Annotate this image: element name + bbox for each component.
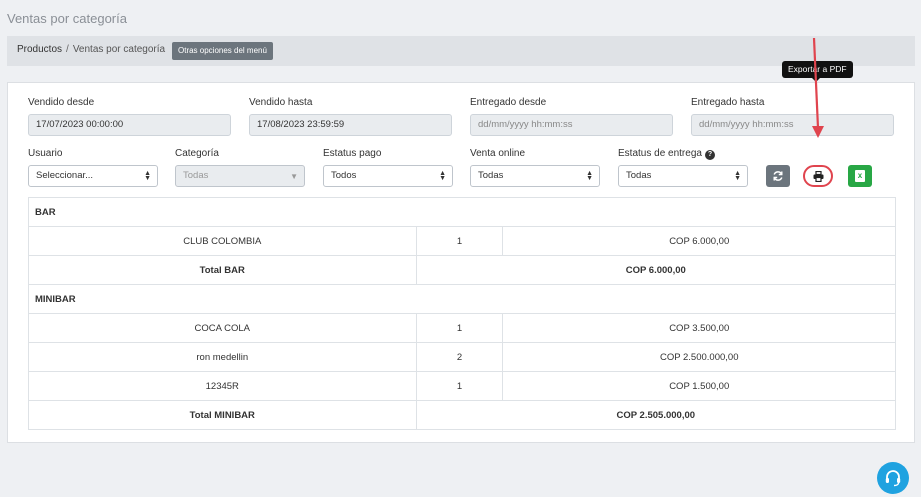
online-sale-select[interactable]: Todas ▲ ▼ bbox=[470, 165, 600, 187]
product-cell: 12345R bbox=[28, 371, 417, 401]
select-caret-icon: ▲ ▼ bbox=[586, 170, 593, 182]
sold-to-label: Vendido hasta bbox=[249, 97, 313, 108]
table-row: CLUB COLOMBIA 1 COP 6.000,00 bbox=[28, 226, 896, 256]
refresh-icon bbox=[773, 171, 783, 181]
user-select[interactable]: Seleccionar... ▲ ▼ bbox=[28, 165, 158, 187]
breadcrumb-separator: / bbox=[66, 44, 69, 55]
group-name: MINIBAR bbox=[28, 284, 896, 314]
group-name: BAR bbox=[28, 197, 896, 227]
quantity-cell: 1 bbox=[415, 226, 504, 256]
delivered-from-label: Entregado desde bbox=[470, 97, 547, 108]
headset-icon bbox=[885, 470, 901, 487]
group-row: MINIBAR bbox=[28, 284, 896, 314]
page-title: Ventas por categoría bbox=[7, 11, 127, 26]
other-options-menu-button[interactable]: Otras opciones del menú bbox=[172, 42, 273, 60]
product-cell: COCA COLA bbox=[28, 313, 417, 343]
payment-status-label: Estatus pago bbox=[323, 148, 382, 159]
user-label: Usuario bbox=[28, 148, 63, 159]
breadcrumb-bar: Productos / Ventas por categoría Otras opc… bbox=[7, 36, 915, 66]
print-icon bbox=[813, 171, 824, 182]
quantity-cell: 1 bbox=[415, 313, 504, 343]
quantity-cell: 2 bbox=[415, 342, 504, 372]
payment-status-select-value: Todos bbox=[331, 170, 357, 181]
delivered-to-label: Entregado hasta bbox=[691, 97, 765, 108]
sold-to-input[interactable]: 17/08/2023 23:59:59 bbox=[249, 114, 452, 136]
category-select: Todas ▼ bbox=[175, 165, 305, 187]
breadcrumb: Productos / Ventas por categoría bbox=[17, 44, 165, 55]
total-amount: COP 6.000,00 bbox=[415, 255, 897, 285]
delivery-status-label: Estatus de entrega bbox=[618, 148, 702, 159]
table-row: ron medellin 2 COP 2.500.000,00 bbox=[28, 342, 896, 372]
select-caret-icon: ▲ ▼ bbox=[144, 170, 151, 182]
export-excel-button[interactable]: x bbox=[848, 165, 872, 187]
sold-from-label: Vendido desde bbox=[28, 97, 95, 108]
payment-status-select[interactable]: Todos ▲ ▼ bbox=[323, 165, 453, 187]
table-row: 12345R 1 COP 1.500,00 bbox=[28, 371, 896, 401]
select-caret-icon: ▲ ▼ bbox=[734, 170, 741, 182]
delivery-status-select-value: Todas bbox=[626, 170, 652, 181]
total-row: Total MINIBAR COP 2.505.000,00 bbox=[28, 400, 897, 430]
product-cell: CLUB COLOMBIA bbox=[28, 226, 417, 256]
user-select-value: Seleccionar... bbox=[36, 170, 94, 181]
export-pdf-button[interactable] bbox=[803, 165, 833, 187]
export-pdf-tooltip: Exportar a PDF bbox=[782, 61, 853, 82]
category-label: Categoría bbox=[175, 148, 219, 159]
amount-cell: COP 1.500,00 bbox=[502, 371, 896, 401]
online-sale-label: Venta online bbox=[470, 148, 526, 159]
report-table: BAR CLUB COLOMBIA 1 COP 6.000,00 Total B… bbox=[28, 197, 897, 430]
report-panel: Vendido desde Vendido hasta Entregado de… bbox=[7, 82, 915, 443]
select-caret-icon: ▲ ▼ bbox=[439, 170, 446, 182]
product-cell: ron medellin bbox=[28, 342, 417, 372]
total-row: Total BAR COP 6.000,00 bbox=[28, 255, 897, 285]
amount-cell: COP 2.500.000,00 bbox=[502, 342, 896, 372]
amount-cell: COP 3.500,00 bbox=[502, 313, 896, 343]
breadcrumb-current: Ventas por categoría bbox=[72, 44, 166, 55]
sold-from-input[interactable]: 17/07/2023 00:00:00 bbox=[28, 114, 231, 136]
refresh-button[interactable] bbox=[766, 165, 790, 187]
total-label: Total MINIBAR bbox=[28, 400, 417, 430]
table-row: COCA COLA 1 COP 3.500,00 bbox=[28, 313, 896, 343]
delivered-from-input[interactable]: dd/mm/yyyy hh:mm:ss bbox=[470, 114, 673, 136]
excel-icon: x bbox=[855, 170, 865, 182]
total-label: Total BAR bbox=[28, 255, 417, 285]
category-select-value: Todas bbox=[183, 170, 209, 181]
delivery-status-select[interactable]: Todas ▲ ▼ bbox=[618, 165, 748, 187]
total-amount: COP 2.505.000,00 bbox=[415, 400, 897, 430]
group-row: BAR bbox=[28, 197, 896, 227]
online-sale-select-value: Todas bbox=[478, 170, 504, 181]
dropdown-caret-icon: ▼ bbox=[290, 172, 298, 181]
breadcrumb-item-productos[interactable]: Productos bbox=[17, 44, 63, 55]
quantity-cell: 1 bbox=[415, 371, 504, 401]
support-chat-button[interactable] bbox=[877, 462, 909, 494]
amount-cell: COP 6.000,00 bbox=[502, 226, 896, 256]
help-icon[interactable]: ? bbox=[704, 150, 715, 160]
delivered-to-input[interactable]: dd/mm/yyyy hh:mm:ss bbox=[691, 114, 894, 136]
delivery-status-label-wrap: Estatus de entrega? bbox=[618, 148, 715, 160]
